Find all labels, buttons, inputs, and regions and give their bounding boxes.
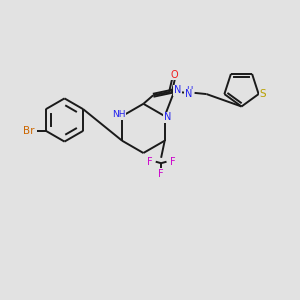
Text: N: N [164,112,171,122]
Text: F: F [170,157,175,167]
Text: O: O [170,70,178,80]
Text: Br: Br [23,126,35,136]
Text: NH: NH [112,110,126,119]
Text: F: F [147,157,152,167]
Text: H: H [186,86,192,95]
Text: F: F [158,169,164,179]
Text: S: S [260,89,266,99]
Text: N: N [185,89,192,99]
Text: N: N [174,85,181,95]
